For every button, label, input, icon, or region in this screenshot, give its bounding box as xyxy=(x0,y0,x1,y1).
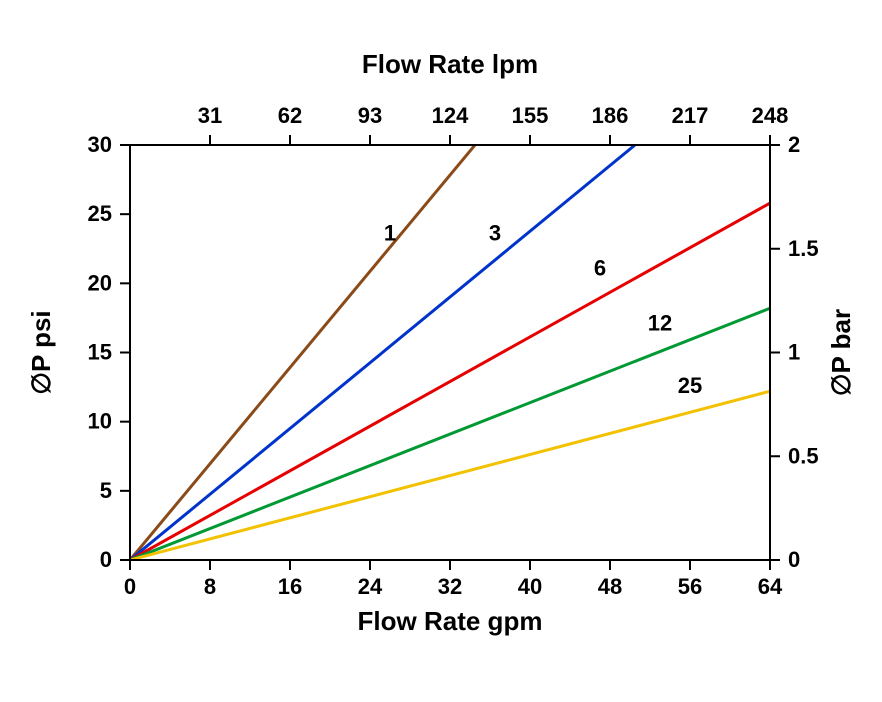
series-label-12: 12 xyxy=(648,311,672,336)
x-top-tick-label: 155 xyxy=(512,103,549,128)
y-right-title: ∅P bar xyxy=(826,309,856,396)
x-bottom-tick-label: 24 xyxy=(358,574,383,599)
x-top-tick-label: 217 xyxy=(672,103,709,128)
y-right-tick-label: 1.5 xyxy=(788,236,819,261)
y-right-tick-label: 0 xyxy=(788,547,800,572)
x-bottom-tick-label: 56 xyxy=(678,574,702,599)
x-bottom-title: Flow Rate gpm xyxy=(358,606,543,636)
x-bottom-tick-label: 48 xyxy=(598,574,622,599)
x-top-tick-label: 93 xyxy=(358,103,382,128)
y-left-tick-label: 15 xyxy=(88,340,112,365)
chart-svg: 1361225081624324048566431629312415518621… xyxy=(0,0,882,702)
pressure-flow-chart: 1361225081624324048566431629312415518621… xyxy=(0,0,882,702)
series-label-1: 1 xyxy=(384,221,396,246)
x-top-tick-label: 31 xyxy=(198,103,222,128)
y-left-tick-label: 30 xyxy=(88,132,112,157)
y-left-tick-label: 5 xyxy=(100,478,112,503)
series-label-3: 3 xyxy=(489,221,501,246)
x-bottom-tick-label: 32 xyxy=(438,574,462,599)
series-label-6: 6 xyxy=(594,255,606,280)
y-right-tick-label: 0.5 xyxy=(788,443,819,468)
x-bottom-tick-label: 16 xyxy=(278,574,302,599)
y-left-tick-label: 20 xyxy=(88,270,112,295)
x-top-tick-label: 186 xyxy=(592,103,629,128)
y-left-tick-label: 0 xyxy=(100,547,112,572)
x-top-tick-label: 62 xyxy=(278,103,302,128)
x-bottom-tick-label: 64 xyxy=(758,574,783,599)
x-bottom-tick-label: 40 xyxy=(518,574,542,599)
y-right-tick-label: 2 xyxy=(788,132,800,157)
series-label-25: 25 xyxy=(678,373,702,398)
y-left-tick-label: 10 xyxy=(88,409,112,434)
x-top-title: Flow Rate lpm xyxy=(362,49,538,79)
x-top-tick-label: 248 xyxy=(752,103,789,128)
y-left-tick-label: 25 xyxy=(88,201,112,226)
y-right-tick-label: 1 xyxy=(788,340,800,365)
x-bottom-tick-label: 8 xyxy=(204,574,216,599)
x-top-tick-label: 124 xyxy=(432,103,469,128)
x-bottom-tick-label: 0 xyxy=(124,574,136,599)
y-left-title: ∅P psi xyxy=(26,310,56,394)
